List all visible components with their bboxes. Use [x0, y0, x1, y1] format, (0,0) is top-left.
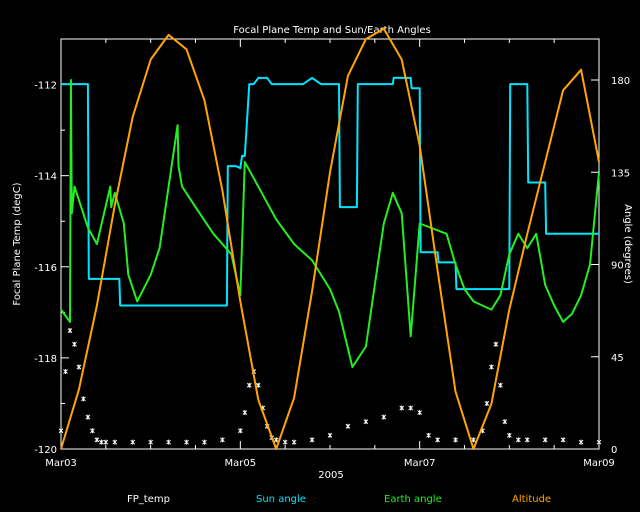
point-fp-temp [67, 328, 73, 334]
right-tick-label: 135 [611, 168, 630, 179]
point-fp-temp [58, 428, 64, 434]
point-fp-temp [72, 341, 77, 347]
right-tick-label: 180 [611, 76, 630, 87]
legend: FP_temp Sun angle Earth angle Altitude [0, 494, 640, 508]
x-tick-label: Mar05 [225, 458, 257, 469]
point-fp-temp [524, 437, 530, 443]
chart-title: Focal Plane Temp and Sun/Earth Angles [233, 25, 431, 36]
point-fp-temp [112, 439, 118, 445]
point-fp-temp [246, 382, 252, 388]
right-tick-label: 90 [611, 261, 624, 272]
legend-fp-temp: FP_temp [127, 494, 170, 505]
point-fp-temp [560, 437, 566, 443]
line-sun-angle [61, 76, 599, 307]
point-fp-temp [94, 437, 100, 443]
point-fp-temp [327, 432, 333, 438]
point-fp-temp [90, 428, 95, 434]
plot-frame [60, 38, 600, 450]
series-fp-temp [58, 328, 602, 445]
point-fp-temp [426, 432, 431, 438]
point-fp-temp [515, 437, 521, 443]
legend-sun-angle: Sun angle [256, 494, 306, 505]
point-fp-temp [148, 439, 154, 445]
point-fp-temp [85, 414, 91, 420]
point-fp-temp [130, 439, 136, 445]
x-tick-label: Mar09 [583, 458, 615, 469]
point-fp-temp [363, 419, 369, 425]
point-fp-temp [484, 400, 490, 406]
point-fp-temp [506, 432, 512, 438]
x-axis-ticks: Mar03 Mar05 Mar07 Mar09 [45, 39, 615, 469]
x-tick-label: Mar07 [404, 458, 436, 469]
point-fp-temp [489, 364, 494, 370]
point-fp-temp [220, 437, 225, 443]
point-fp-temp [435, 437, 440, 443]
right-axis-label: Angle (degrees) [622, 204, 633, 284]
legend-altitude: Altitude [512, 494, 552, 505]
left-axis-label: Focal Plane Temp (degC) [12, 182, 23, 305]
point-fp-temp [542, 437, 548, 443]
series-layer [58, 27, 602, 450]
point-fp-temp [255, 382, 261, 388]
point-fp-temp [493, 341, 499, 347]
point-fp-temp [166, 439, 171, 445]
point-fp-temp [282, 439, 288, 445]
right-tick-label: 45 [611, 353, 624, 364]
right-axis-ticks: 0 45 90 135 180 [591, 76, 630, 456]
point-fp-temp [184, 439, 189, 445]
point-fp-temp [471, 437, 476, 443]
point-fp-temp [596, 439, 602, 445]
point-fp-temp [242, 410, 248, 416]
point-fp-temp [498, 382, 503, 388]
point-fp-temp [417, 410, 423, 416]
left-tick-label: -116 [34, 263, 57, 274]
legend-earth-angle: Earth angle [384, 494, 442, 505]
point-fp-temp [399, 405, 405, 411]
right-tick-label: 0 [611, 445, 617, 456]
x-tick-label: Mar03 [45, 458, 77, 469]
point-fp-temp [578, 439, 584, 445]
point-fp-temp [63, 369, 68, 375]
x-axis-label: 2005 [318, 470, 343, 481]
point-fp-temp [453, 437, 458, 443]
point-fp-temp [345, 423, 351, 429]
point-fp-temp [309, 437, 315, 443]
left-tick-label: -118 [34, 354, 57, 365]
point-fp-temp [103, 439, 109, 445]
point-fp-temp [202, 439, 207, 445]
left-tick-label: -120 [34, 445, 57, 456]
point-fp-temp [273, 437, 279, 443]
point-fp-temp [237, 428, 243, 434]
left-tick-label: -112 [34, 81, 57, 92]
left-tick-label: -114 [34, 172, 57, 183]
point-fp-temp [408, 405, 414, 411]
line-altitude [60, 27, 600, 450]
point-fp-temp [502, 419, 508, 425]
point-fp-temp [98, 439, 104, 445]
left-axis-ticks: -120 -118 -116 -114 -112 [34, 81, 69, 456]
point-fp-temp [81, 396, 86, 402]
point-fp-temp [76, 364, 82, 370]
point-fp-temp [291, 439, 297, 445]
point-fp-temp [381, 414, 387, 420]
line-earth-angle [60, 79, 600, 368]
